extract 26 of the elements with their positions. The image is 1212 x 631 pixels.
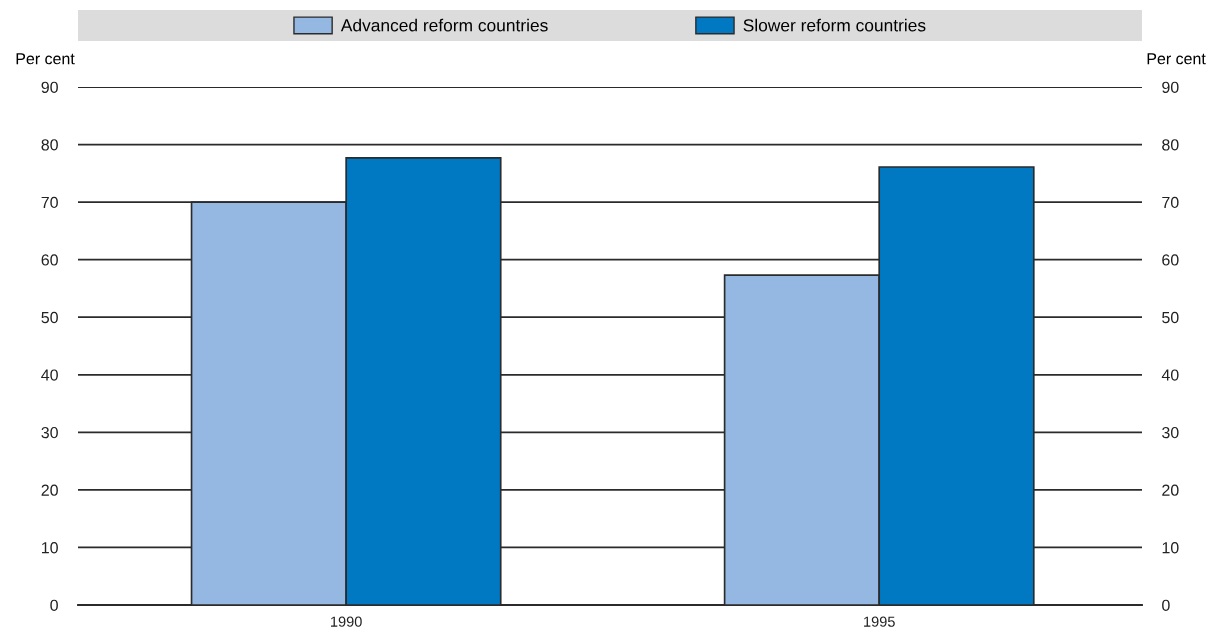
y-tick-label: 40 xyxy=(41,369,58,381)
y2-tick-label: 30 xyxy=(1162,426,1179,439)
y2-tick-label: 50 xyxy=(1162,311,1179,324)
y2-tick-label: 0 xyxy=(1162,599,1170,611)
y2-axis-title: Per cent xyxy=(1147,53,1206,65)
y-tick-label: 20 xyxy=(41,484,58,496)
y2-tick-label: 10 xyxy=(1162,542,1179,554)
y-tick-label: 80 xyxy=(41,139,58,151)
legend-label: Slower reform countries xyxy=(743,18,926,32)
x-tick-label: 1995 xyxy=(864,616,895,627)
y2-tick-label: 80 xyxy=(1162,139,1179,151)
y-tick-label: 30 xyxy=(41,426,58,439)
y2-tick-label: 90 xyxy=(1162,81,1179,93)
y-tick-label: 0 xyxy=(50,599,58,611)
x-tick-label: 1990 xyxy=(331,616,362,627)
y-axis-title: Per cent xyxy=(16,53,75,65)
y-tick-label: 70 xyxy=(41,196,58,209)
y-tick-label: 10 xyxy=(42,542,58,554)
y2-tick-label: 70 xyxy=(1162,196,1179,209)
y-tick-label: 50 xyxy=(41,311,58,324)
y-tick-label: 90 xyxy=(41,81,58,93)
y2-tick-label: 20 xyxy=(1162,484,1179,496)
legend-label: Advanced reform countries xyxy=(340,18,548,32)
y-tick-label: 60 xyxy=(41,254,58,266)
y2-tick-label: 60 xyxy=(1162,254,1179,266)
y2-tick-label: 40 xyxy=(1161,369,1179,381)
